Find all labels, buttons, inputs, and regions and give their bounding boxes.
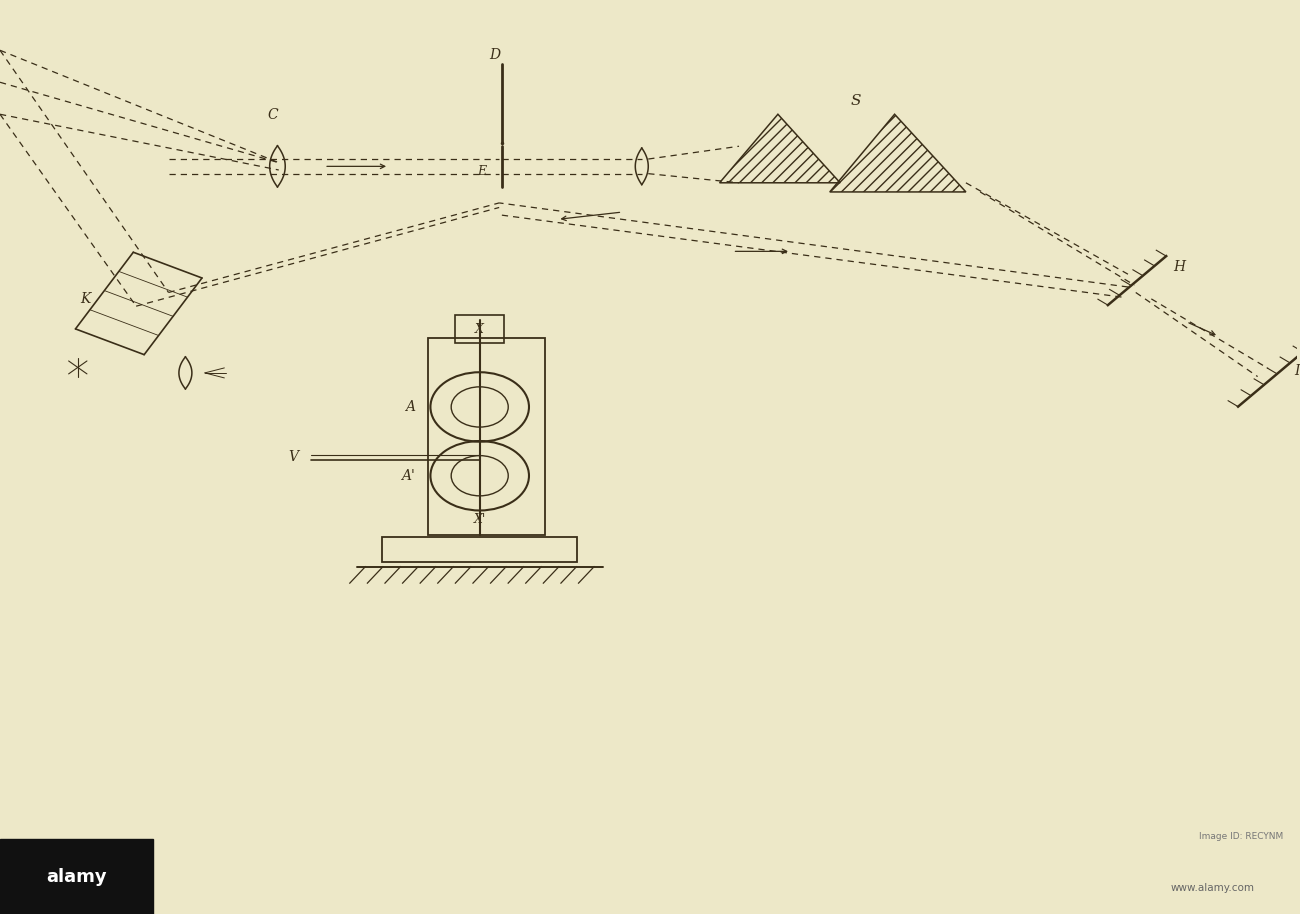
Text: A: A — [404, 400, 415, 414]
Text: C: C — [266, 108, 278, 122]
Text: www.alamy.com: www.alamy.com — [1170, 884, 1254, 893]
Text: X: X — [476, 323, 484, 335]
Text: A': A' — [400, 469, 415, 483]
Text: H: H — [1174, 260, 1186, 274]
Text: I: I — [1294, 364, 1300, 377]
Bar — [382, 537, 577, 562]
Bar — [428, 338, 545, 535]
Text: X': X' — [473, 513, 486, 526]
Bar — [455, 315, 504, 343]
Text: V: V — [289, 451, 298, 464]
Bar — [0, 839, 153, 914]
Text: Image ID: RECYNM: Image ID: RECYNM — [1200, 832, 1283, 841]
Text: D: D — [490, 48, 501, 62]
Text: E: E — [477, 165, 486, 178]
Text: K: K — [81, 292, 91, 306]
Text: S: S — [850, 94, 861, 108]
Text: alamy: alamy — [47, 867, 107, 886]
